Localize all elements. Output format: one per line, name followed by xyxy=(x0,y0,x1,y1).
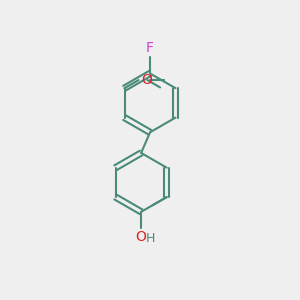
Text: O: O xyxy=(141,73,152,87)
Text: H: H xyxy=(145,232,155,245)
Text: O: O xyxy=(135,230,146,244)
Text: F: F xyxy=(146,41,154,55)
